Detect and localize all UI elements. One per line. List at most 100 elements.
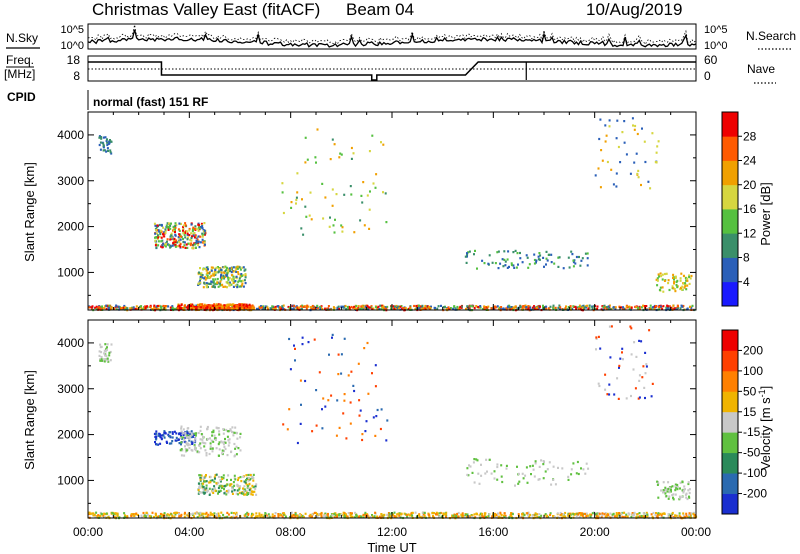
data-cell [211,266,214,269]
data-cell [626,305,628,308]
data-cell [182,436,185,439]
data-cell [190,304,193,307]
data-cell [650,513,653,516]
data-cell [205,487,208,490]
data-cell [667,282,670,285]
data-cell [244,276,247,279]
data-cell [591,512,594,515]
data-cell [238,304,241,307]
data-cell [205,286,208,289]
data-cell [255,512,258,515]
data-cell [241,266,244,269]
data-cell [99,141,102,144]
data-cell [685,277,687,280]
data-cell [401,307,403,310]
colorbar-swatch [722,160,738,186]
data-cell [640,340,643,343]
data-cell [320,514,323,518]
data-cell [160,240,163,243]
data-cell [161,246,164,249]
data-cell [657,273,660,276]
data-cell [535,306,538,309]
data-cell [189,306,192,309]
data-cell [156,224,159,227]
data-cell [110,306,113,309]
data-cell [200,515,203,518]
data-cell [197,282,200,285]
data-cell [340,224,343,227]
data-cell [533,258,536,262]
data-cell [427,513,430,516]
data-cell [392,513,395,516]
data-cell [168,431,171,434]
data-cell [656,279,659,282]
data-cell [234,447,237,450]
freq-right-tick-top: 60 [704,53,718,67]
data-cell [331,138,334,141]
data-cell [167,435,170,438]
data-cell [414,308,417,311]
data-cell [542,306,545,309]
data-cell [301,515,304,518]
data-cell [342,412,345,415]
data-cell [205,454,208,457]
data-cell [169,306,172,309]
data-cell [271,513,274,516]
data-cell [224,265,227,268]
data-cell [562,267,565,270]
data-cell [233,431,236,434]
data-cell [98,136,101,139]
data-cell [333,231,336,234]
data-cell [267,308,269,311]
data-cell [601,514,604,517]
data-cell [536,515,539,519]
data-cell [220,278,223,281]
data-cell [625,153,628,156]
data-cell [265,514,268,517]
data-cell [527,514,530,517]
data-cell [529,465,532,468]
data-cell [281,191,284,194]
data-cell [110,343,113,346]
data-cell [623,120,626,123]
data-cell [417,307,420,310]
data-cell [182,229,184,232]
data-cell [245,479,247,482]
data-cell [543,460,545,463]
data-cell [363,347,366,350]
data-cell [260,513,263,516]
data-cell [248,482,251,485]
data-cell [194,241,197,245]
data-cell [651,515,654,518]
data-cell [234,280,237,283]
data-cell [243,279,246,282]
data-cell [221,452,224,455]
data-cell [156,304,159,308]
data-cell [394,305,396,308]
data-cell [202,435,204,439]
data-cell [549,513,552,517]
data-cell [678,512,681,515]
data-cell [139,305,141,308]
data-cell [465,307,467,311]
data-cell [191,228,194,231]
data-cell [119,307,122,310]
data-cell [670,514,673,517]
data-cell [673,308,676,311]
data-cell [395,304,398,308]
data-cell [181,449,184,452]
data-cell [164,432,167,435]
data-cell [688,515,690,518]
data-cell [529,513,531,516]
data-cell [607,305,610,308]
data-cell [608,383,611,386]
data-cell [155,432,158,435]
colorbar-swatch [722,350,738,372]
data-cell [503,258,506,261]
data-cell [663,279,666,282]
data-cell [232,275,235,278]
data-cell [408,514,411,517]
data-cell [338,514,340,517]
data-cell [141,308,144,311]
